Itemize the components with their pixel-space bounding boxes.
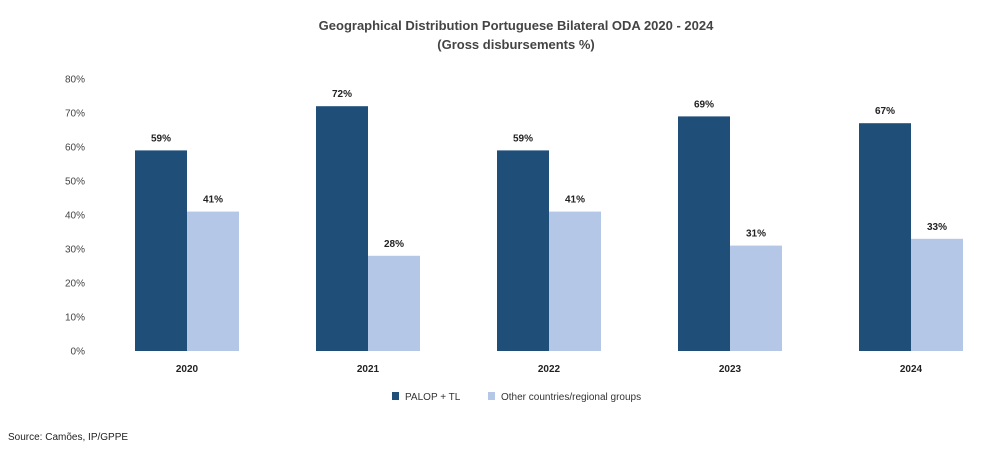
x-tick-label: 2023	[719, 364, 742, 375]
source-note: Source: Camões, IP/GPPE	[8, 432, 129, 443]
bar-other-2024	[911, 238, 963, 351]
bar-palop-tl-2023	[678, 116, 730, 352]
bar-chart: Geographical Distribution Portuguese Bil…	[65, 18, 963, 403]
legend-label: PALOP + TL	[405, 392, 461, 403]
y-tick-label: 40%	[65, 211, 85, 222]
bar-other-2022	[549, 211, 601, 351]
data-label: 31%	[746, 229, 766, 240]
data-label: 59%	[151, 133, 171, 144]
y-tick-label: 50%	[65, 177, 85, 188]
legend: PALOP + TL Other countries/regional group…	[392, 392, 641, 403]
x-tick-label: 2024	[900, 364, 923, 375]
y-tick-label: 60%	[65, 143, 85, 154]
bar-palop-tl-2024	[859, 123, 911, 351]
y-tick-label: 20%	[65, 279, 85, 290]
y-tick-label: 70%	[65, 109, 85, 120]
bars: 59% 41% 72% 28% 59% 41% 69% 31% 67% 33%	[135, 89, 963, 352]
data-label: 28%	[384, 239, 404, 250]
data-label: 72%	[332, 89, 352, 100]
bar-palop-tl-2020	[135, 150, 187, 351]
bar-palop-tl-2021	[316, 106, 368, 351]
x-tick-label: 2021	[357, 364, 380, 375]
x-axis: 2020 2021 2022 2023 2024	[176, 364, 923, 375]
bar-other-2021	[368, 255, 420, 351]
y-tick-label: 80%	[65, 75, 85, 86]
chart-title: Geographical Distribution Portuguese Bil…	[319, 18, 714, 33]
bar-other-2023	[730, 245, 782, 351]
y-tick-label: 30%	[65, 245, 85, 256]
data-label: 41%	[203, 195, 223, 206]
bar-palop-tl-2022	[497, 150, 549, 351]
x-tick-label: 2020	[176, 364, 199, 375]
y-tick-label: 0%	[71, 347, 86, 358]
data-label: 67%	[875, 106, 895, 117]
data-label: 33%	[927, 222, 947, 233]
chart-subtitle: (Gross disbursements %)	[437, 37, 595, 52]
data-label: 59%	[513, 133, 533, 144]
data-label: 69%	[694, 99, 714, 110]
legend-label: Other countries/regional groups	[501, 392, 641, 403]
bar-other-2020	[187, 211, 239, 351]
x-tick-label: 2022	[538, 364, 561, 375]
y-axis: 0% 10% 20% 30% 40% 50% 60% 70% 80%	[65, 75, 85, 358]
y-tick-label: 10%	[65, 313, 85, 324]
legend-swatch	[488, 392, 495, 400]
data-label: 41%	[565, 195, 585, 206]
legend-swatch	[392, 392, 399, 400]
